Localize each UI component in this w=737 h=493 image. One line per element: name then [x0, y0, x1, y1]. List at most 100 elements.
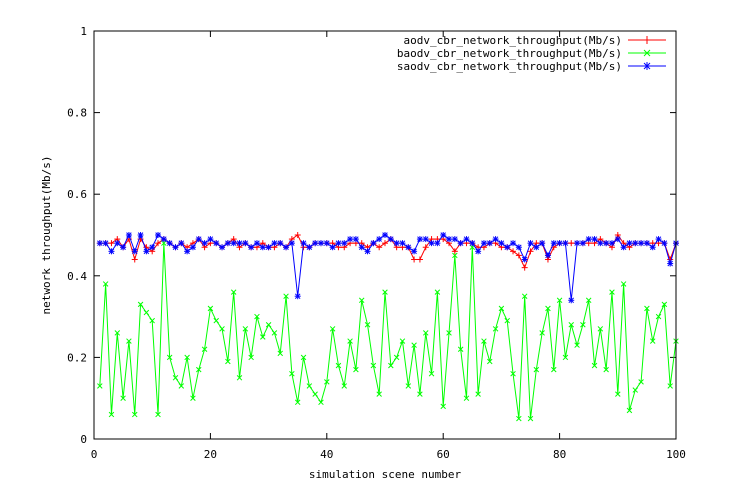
data-point-saodv	[137, 232, 144, 238]
data-point-saodv	[184, 248, 191, 255]
plot-frame	[93, 30, 677, 440]
data-point-baodv	[440, 403, 446, 410]
data-point-saodv	[382, 232, 388, 238]
data-point-saodv	[120, 244, 127, 251]
data-point-saodv	[277, 240, 284, 247]
data-point-saodv	[667, 260, 674, 267]
data-point-saodv	[568, 297, 575, 304]
data-point-saodv	[469, 240, 476, 247]
data-point-baodv	[230, 289, 237, 295]
data-point-saodv	[213, 240, 220, 247]
data-point-baodv	[201, 346, 208, 352]
data-point-saodv	[172, 244, 179, 251]
data-point-saodv	[323, 240, 330, 247]
data-point-saodv	[335, 240, 342, 247]
data-point-baodv	[236, 375, 243, 381]
data-point-baodv	[312, 391, 318, 397]
data-point-saodv	[364, 248, 371, 255]
data-point-saodv	[248, 244, 255, 251]
data-point-baodv	[527, 415, 534, 422]
series-baodv	[97, 240, 679, 422]
series-layer	[96, 232, 679, 422]
data-point-baodv	[545, 305, 551, 312]
data-point-saodv	[498, 240, 505, 247]
data-point-saodv	[446, 236, 453, 243]
data-point-baodv	[324, 379, 330, 385]
x-tick-label: 40	[320, 448, 333, 461]
data-point-saodv	[562, 240, 569, 247]
data-point-aodv	[521, 264, 528, 271]
data-point-saodv	[114, 240, 121, 247]
data-point-saodv	[207, 236, 214, 243]
data-point-baodv	[562, 354, 569, 361]
data-point-saodv	[300, 240, 307, 247]
data-point-baodv	[620, 281, 627, 287]
data-point-baodv	[120, 395, 126, 401]
data-point-aodv	[422, 244, 429, 251]
data-point-baodv	[102, 281, 109, 287]
data-point-baodv	[492, 326, 499, 332]
data-point-saodv	[608, 240, 615, 247]
data-point-aodv	[527, 248, 534, 255]
data-point-saodv	[201, 240, 208, 247]
data-point-aodv	[568, 240, 575, 247]
data-point-saodv	[527, 240, 534, 247]
data-point-saodv	[492, 236, 499, 243]
data-point-baodv	[615, 391, 621, 397]
x-tick-label: 60	[437, 448, 450, 461]
x-tick-label: 100	[666, 448, 686, 461]
data-point-baodv	[475, 391, 481, 397]
data-point-aodv	[376, 244, 383, 251]
data-point-saodv	[556, 240, 563, 247]
legend-label-aodv: aodv_cbr_network_throughput(Mb/s)	[403, 34, 622, 47]
data-point-saodv	[591, 236, 598, 243]
legend-label-saodv: saodv_cbr_network_throughput(Mb/s)	[397, 60, 622, 73]
data-point-baodv	[358, 297, 365, 304]
data-point-saodv	[242, 240, 249, 247]
data-point-saodv	[632, 240, 639, 247]
data-point-saodv	[579, 240, 586, 247]
legend-label-baodv: baodv_cbr_network_throughput(Mb/s)	[397, 47, 622, 60]
series-saodv	[96, 232, 679, 304]
data-point-baodv	[260, 334, 266, 340]
data-point-saodv	[108, 248, 115, 255]
data-point-saodv	[178, 240, 185, 247]
data-point-baodv	[137, 301, 144, 308]
data-point-baodv	[452, 252, 458, 259]
data-point-baodv	[539, 330, 545, 336]
data-point-baodv	[667, 383, 673, 389]
data-point-saodv	[224, 240, 231, 247]
data-point-baodv	[603, 366, 609, 373]
data-point-baodv	[294, 399, 301, 406]
y-tick-label: 0.2	[67, 351, 87, 364]
data-point-saodv	[230, 240, 237, 247]
data-point-baodv	[149, 317, 155, 324]
data-point-baodv	[289, 370, 295, 377]
data-point-saodv	[440, 232, 447, 238]
x-axis-label: simulation scene number	[309, 468, 462, 481]
data-point-saodv	[510, 240, 517, 247]
data-point-saodv	[574, 240, 581, 247]
data-point-baodv	[219, 326, 225, 332]
data-point-baodv	[108, 411, 115, 418]
y-tick-label: 0	[80, 433, 87, 446]
data-point-saodv	[160, 236, 167, 243]
data-point-saodv	[341, 240, 348, 247]
data-point-baodv	[585, 297, 592, 304]
data-point-baodv	[376, 391, 382, 397]
data-point-saodv	[294, 293, 301, 300]
data-point-baodv	[487, 358, 493, 365]
data-point-baodv	[609, 289, 615, 295]
data-point-saodv	[405, 244, 412, 251]
data-point-saodv	[655, 236, 662, 243]
data-point-saodv	[96, 240, 103, 247]
data-point-saodv	[614, 236, 621, 243]
data-point-baodv	[510, 370, 516, 377]
data-point-saodv	[166, 240, 173, 247]
data-point-baodv	[649, 338, 656, 344]
data-point-baodv	[114, 330, 121, 336]
data-point-baodv	[405, 383, 412, 389]
data-point-baodv	[283, 293, 289, 299]
data-point-aodv	[131, 256, 138, 263]
data-point-baodv	[213, 317, 219, 324]
